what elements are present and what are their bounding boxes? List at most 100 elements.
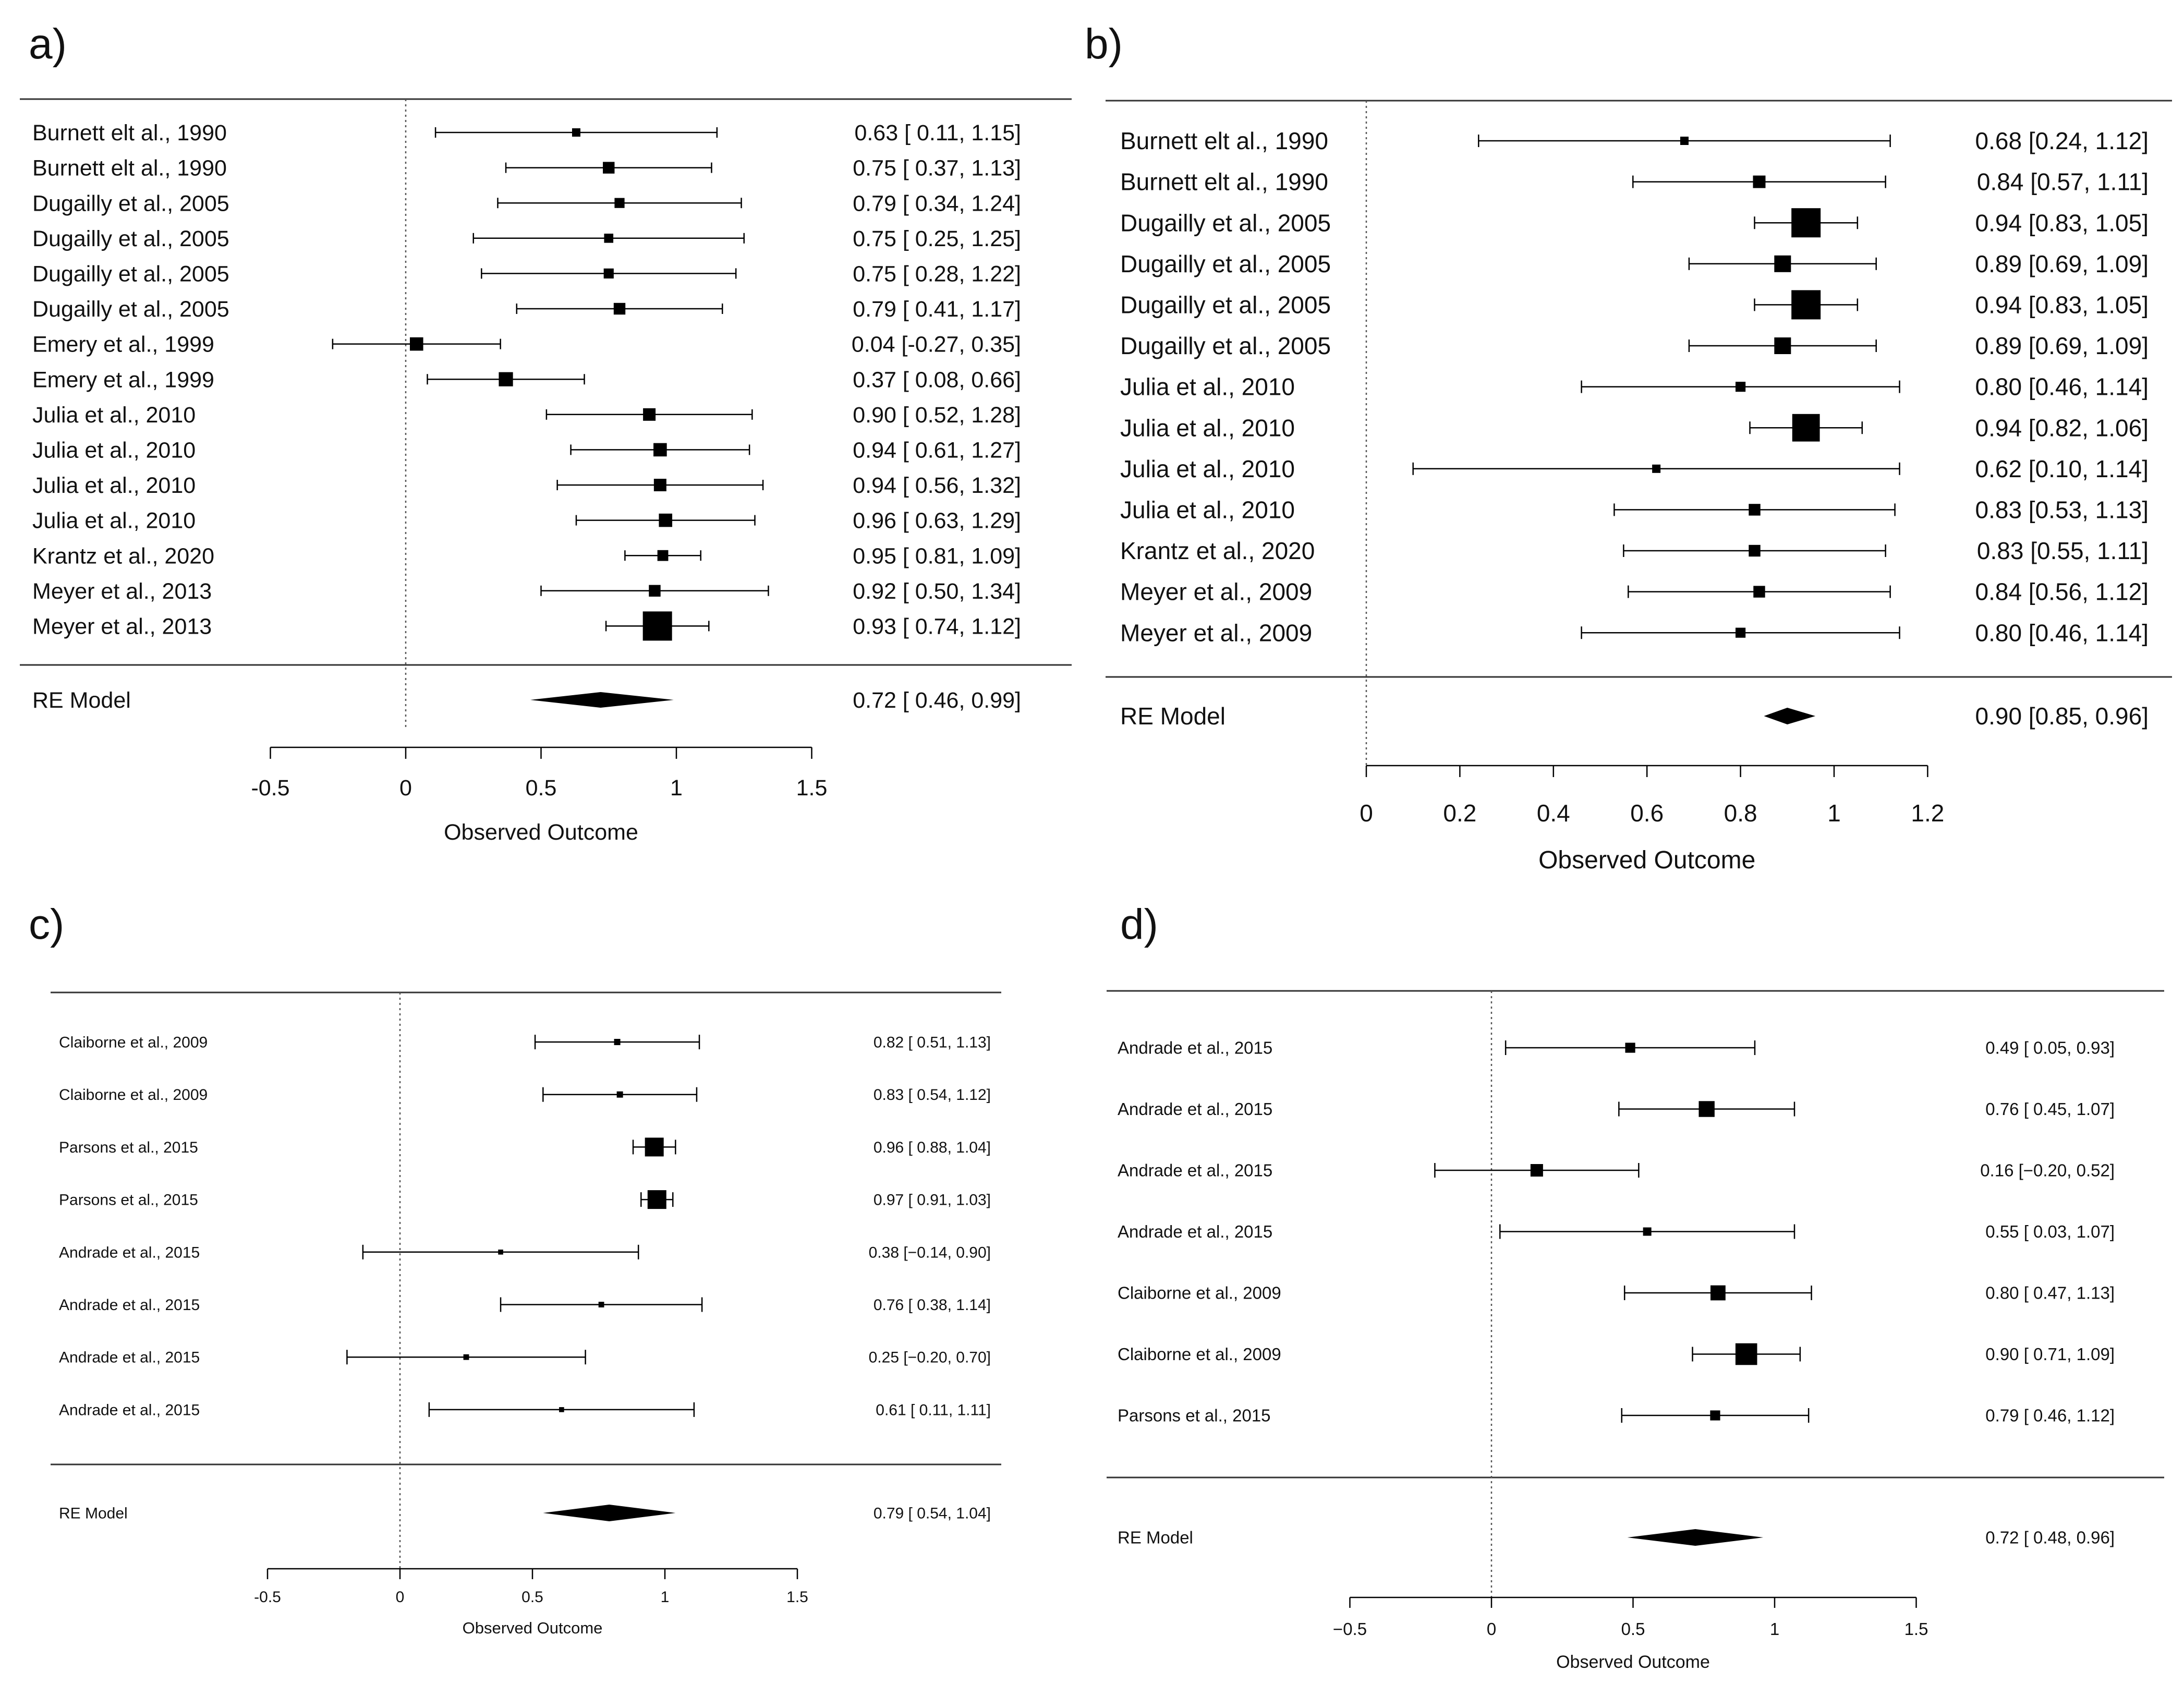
study-row: Dugailly et al., 2005 0.89 [0.69, 1.09] xyxy=(1120,332,2149,359)
summary-estimate-text: 0.72 [ 0.46, 0.99] xyxy=(853,688,1021,713)
point-estimate-square xyxy=(1753,175,1766,188)
forest-panel-b: b) Burnett elt al., 1990 0.68 [0.24, 1.12]… xyxy=(1085,20,2172,874)
point-estimate-square xyxy=(1625,1043,1635,1053)
study-row: Andrade et al., 2015 0.16 [−0.20, 0.52] xyxy=(1118,1161,2115,1180)
point-estimate-square xyxy=(616,1091,623,1098)
point-estimate-square xyxy=(1530,1164,1543,1177)
summary-estimate-text: 0.90 [0.85, 0.96] xyxy=(1975,702,2149,730)
study-estimate-text: 0.92 [ 0.50, 1.34] xyxy=(853,579,1021,604)
point-estimate-square xyxy=(653,443,667,457)
study-label: Parsons et al., 2015 xyxy=(1118,1406,1271,1425)
study-label: Dugailly et al., 2005 xyxy=(1120,292,1331,319)
study-estimate-text: 0.93 [ 0.74, 1.12] xyxy=(853,614,1021,639)
study-estimate-text: 0.94 [ 0.56, 1.32] xyxy=(853,473,1021,498)
study-label: Dugailly et al., 2005 xyxy=(32,226,229,251)
study-label: Burnett elt al., 1990 xyxy=(1120,127,1328,154)
study-label: Parsons et al., 2015 xyxy=(59,1139,198,1156)
x-tick-label: 1.2 xyxy=(1911,799,1944,827)
x-tick-label: 0.8 xyxy=(1724,799,1757,827)
study-estimate-text: 0.83 [0.53, 1.13] xyxy=(1975,496,2149,524)
point-estimate-square xyxy=(463,1354,469,1360)
study-label: Krantz et al., 2020 xyxy=(1120,537,1315,564)
study-row: Andrade et al., 2015 0.61 [ 0.11, 1.11] xyxy=(59,1401,991,1419)
study-label: Andrade et al., 2015 xyxy=(1118,1099,1272,1119)
point-estimate-square xyxy=(1652,464,1661,473)
study-label: Dugailly et al., 2005 xyxy=(1120,250,1331,277)
study-label: Julia et al., 2010 xyxy=(1120,455,1295,482)
study-row: Claiborne et al., 2009 0.80 [ 0.47, 1.13] xyxy=(1118,1283,2115,1303)
study-estimate-text: 0.79 [ 0.34, 1.24] xyxy=(853,191,1021,216)
point-estimate-square xyxy=(1791,290,1821,320)
point-estimate-square xyxy=(642,611,672,641)
study-label: Claiborne et al., 2009 xyxy=(59,1034,208,1051)
study-label: Meyer et al., 2013 xyxy=(32,579,212,604)
study-estimate-text: 0.49 [ 0.05, 0.93] xyxy=(1985,1038,2115,1058)
study-label: Andrade et al., 2015 xyxy=(1118,1161,1272,1180)
point-estimate-square xyxy=(643,408,656,421)
study-row: Julia et al., 2010 0.90 [ 0.52, 1.28] xyxy=(32,403,1021,428)
x-tick-label: 0.5 xyxy=(521,1589,543,1606)
study-row: Dugailly et al., 2005 0.75 [ 0.25, 1.25] xyxy=(32,226,1021,251)
study-label: Burnett elt al., 1990 xyxy=(32,120,227,146)
x-tick-label: 1.5 xyxy=(1904,1619,1928,1639)
study-row: Krantz et al., 2020 0.95 [ 0.81, 1.09] xyxy=(32,543,1021,568)
study-label: Andrade et al., 2015 xyxy=(59,1401,200,1419)
study-row: Claiborne et al., 2009 0.90 [ 0.71, 1.09] xyxy=(1118,1343,2115,1365)
x-axis-label: Observed Outcome xyxy=(444,820,638,845)
point-estimate-square xyxy=(409,337,423,351)
study-estimate-text: 0.76 [ 0.45, 1.07] xyxy=(1985,1099,2115,1119)
study-row: Andrade et al., 2015 0.49 [ 0.05, 0.93] xyxy=(1118,1038,2115,1058)
panel-label: a) xyxy=(29,20,67,68)
study-row: Julia et al., 2010 0.94 [ 0.61, 1.27] xyxy=(32,438,1021,463)
point-estimate-square xyxy=(653,479,666,491)
study-estimate-text: 0.94 [0.82, 1.06] xyxy=(1975,414,2149,441)
x-tick-label: -0.5 xyxy=(251,776,289,801)
study-label: Andrade et al., 2015 xyxy=(1118,1038,1272,1058)
study-label: Dugailly et al., 2005 xyxy=(32,297,229,322)
study-row: Julia et al., 2010 0.80 [0.46, 1.14] xyxy=(1120,373,2149,401)
study-label: Julia et al., 2010 xyxy=(32,473,196,498)
study-label: Claiborne et al., 2009 xyxy=(59,1086,208,1104)
x-tick-label: 0.2 xyxy=(1443,799,1476,827)
study-label: Dugailly et al., 2005 xyxy=(1120,209,1331,236)
point-estimate-square xyxy=(659,513,673,527)
point-estimate-square xyxy=(603,268,614,278)
summary-label: RE Model xyxy=(32,688,131,713)
point-estimate-square xyxy=(499,372,513,386)
point-estimate-square xyxy=(1774,255,1791,272)
study-row: Meyer et al., 2013 0.92 [ 0.50, 1.34] xyxy=(32,579,1021,604)
study-estimate-text: 0.84 [0.57, 1.11] xyxy=(1977,168,2149,196)
summary-estimate-text: 0.79 [ 0.54, 1.04] xyxy=(873,1505,991,1522)
study-row: Andrade et al., 2015 0.55 [ 0.03, 1.07] xyxy=(1118,1222,2115,1241)
study-estimate-text: 0.84 [0.56, 1.12] xyxy=(1975,578,2149,605)
study-label: Julia et al., 2010 xyxy=(1120,414,1295,441)
x-tick-label: −0.5 xyxy=(1333,1619,1367,1639)
study-row: Andrade et al., 2015 0.76 [ 0.45, 1.07] xyxy=(1118,1099,2115,1119)
study-estimate-text: 0.38 [−0.14, 0.90] xyxy=(869,1244,991,1261)
study-label: Andrade et al., 2015 xyxy=(59,1349,200,1366)
summary-diamond xyxy=(530,692,674,708)
study-row: Meyer et al., 2009 0.84 [0.56, 1.12] xyxy=(1120,578,2149,605)
study-row: Parsons et al., 2015 0.97 [ 0.91, 1.03] xyxy=(59,1190,991,1209)
study-label: Julia et al., 2010 xyxy=(32,438,196,463)
point-estimate-square xyxy=(647,1190,666,1209)
x-axis-label: Observed Outcome xyxy=(1556,1652,1710,1672)
point-estimate-square xyxy=(1710,1285,1726,1301)
point-estimate-square xyxy=(1736,382,1746,392)
point-estimate-square xyxy=(598,1302,604,1307)
point-estimate-square xyxy=(1680,137,1689,145)
study-estimate-text: 0.79 [ 0.41, 1.17] xyxy=(853,297,1021,322)
point-estimate-square xyxy=(604,234,614,243)
study-estimate-text: 0.76 [ 0.38, 1.14] xyxy=(873,1297,991,1314)
x-tick-label: 0.5 xyxy=(1621,1619,1645,1639)
study-row: Claiborne et al., 2009 0.83 [ 0.54, 1.12] xyxy=(59,1086,991,1104)
study-estimate-text: 0.90 [ 0.52, 1.28] xyxy=(853,403,1021,428)
study-estimate-text: 0.97 [ 0.91, 1.03] xyxy=(873,1192,991,1209)
study-row: Burnett elt al., 1990 0.63 [ 0.11, 1.15] xyxy=(32,120,1021,146)
study-estimate-text: 0.89 [0.69, 1.09] xyxy=(1975,332,2149,359)
study-label: Julia et al., 2010 xyxy=(1120,496,1295,524)
study-row: Andrade et al., 2015 0.38 [−0.14, 0.90] xyxy=(59,1244,991,1261)
summary-diamond xyxy=(543,1505,676,1521)
x-axis-label: Observed Outcome xyxy=(1538,846,1755,874)
study-row: Julia et al., 2010 0.94 [ 0.56, 1.32] xyxy=(32,473,1021,498)
